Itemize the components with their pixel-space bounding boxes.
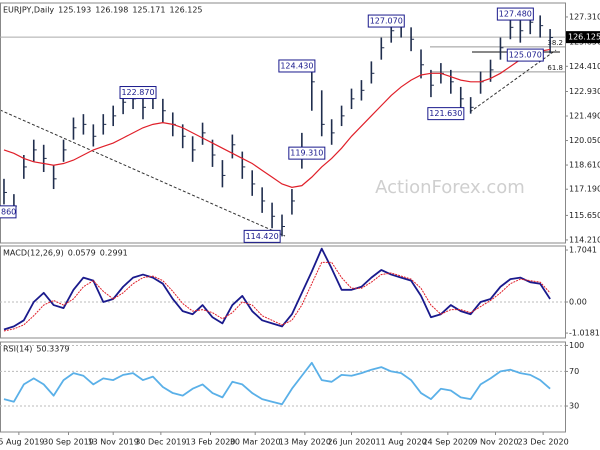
y-tick-label: 115.650 [569,211,600,220]
y-tick-label: 118.610 [569,161,600,170]
price-label-box [367,14,405,28]
current-price-label: 126.125 [568,33,600,42]
indicator-line [3,361,551,406]
price-label: 127.480 [499,10,532,19]
indicator-line [3,247,551,331]
watermark: ActionForex.com [375,177,525,198]
panel-value: 50.3379 [36,345,69,354]
y-tick-label: 70 [569,367,579,376]
panel-value: 125.193 [58,6,91,15]
x-tick-label: 26 Jun 2020 [327,438,375,447]
x-tick-label: 30 Dec 2019 [135,438,186,447]
panel-value: 125.171 [132,6,165,15]
y-tick-label: 122.930 [569,87,600,96]
x-tick-label: 30 Sep 2019 [43,438,94,447]
panel-title: EURJPY,Daily [3,6,54,15]
y-tick-label: 0.00 [569,298,587,307]
y-tick-label: 121.490 [569,112,600,121]
trend-line [469,49,557,113]
price-label-box [119,86,157,100]
price-label-box [427,107,465,121]
x-tick-label: 23 Dec 2020 [518,438,569,447]
y-tick-label: 100 [569,341,584,350]
y-tick-label: -1.0181 [569,329,600,338]
price-label: 121.630 [429,109,462,118]
panel-value: 0.2991 [100,249,128,258]
x-tick-label: 24 Sep 2020 [422,438,473,447]
panel-title: RSI(14) [3,345,32,354]
price-label-box [278,59,316,73]
y-tick-label: 117.190 [569,185,600,194]
panel-frame [0,341,566,433]
price-label-box [0,205,17,219]
panel-value: 126.198 [95,6,128,15]
current-price-box [566,31,600,44]
panel-value: 0.0579 [68,249,96,258]
x-tick-label: 13 Nov 2019 [88,438,139,447]
y-tick-label: 114.210 [569,235,600,244]
panel-frame [0,2,566,244]
x-tick-label: 13 Feb 2020 [186,438,236,447]
price-label: 127.070 [370,17,403,26]
price-label: 119.310 [290,149,323,158]
trend-line [0,109,286,237]
panel-frame [0,245,566,339]
x-tick-label: 13 May 2020 [279,438,331,447]
y-tick-label: 124.410 [569,62,600,71]
price-label: 114.420 [246,232,279,241]
y-tick-label: 30 [569,402,579,411]
moving-average [3,48,551,188]
price-label-box [506,48,544,62]
price-label-box [496,7,534,21]
x-tick-label: 9 Nov 2020 [472,438,518,447]
panel-title: MACD(12,26,9) [3,249,64,258]
price-label-box [243,229,281,243]
x-tick-label: 11 Aug 2020 [376,438,427,447]
y-tick-label: 1.7041 [569,246,597,255]
y-tick-label: 127.310 [569,12,600,21]
price-label: 122.870 [121,88,154,97]
x-tick-label: 30 Mar 2020 [230,438,281,447]
price-label: 125.070 [509,51,542,60]
panel-value: 126.125 [169,6,202,15]
price-label: 860 [1,207,16,216]
fib-label: 38.2 [547,39,563,47]
x-tick-label: 15 Aug 2019 [0,438,44,447]
price-label: 124.430 [280,61,313,70]
fib-label: 61.8 [547,64,563,72]
price-label-box [288,146,326,160]
y-tick-label: 120.050 [569,136,600,145]
indicator-line [3,261,551,332]
